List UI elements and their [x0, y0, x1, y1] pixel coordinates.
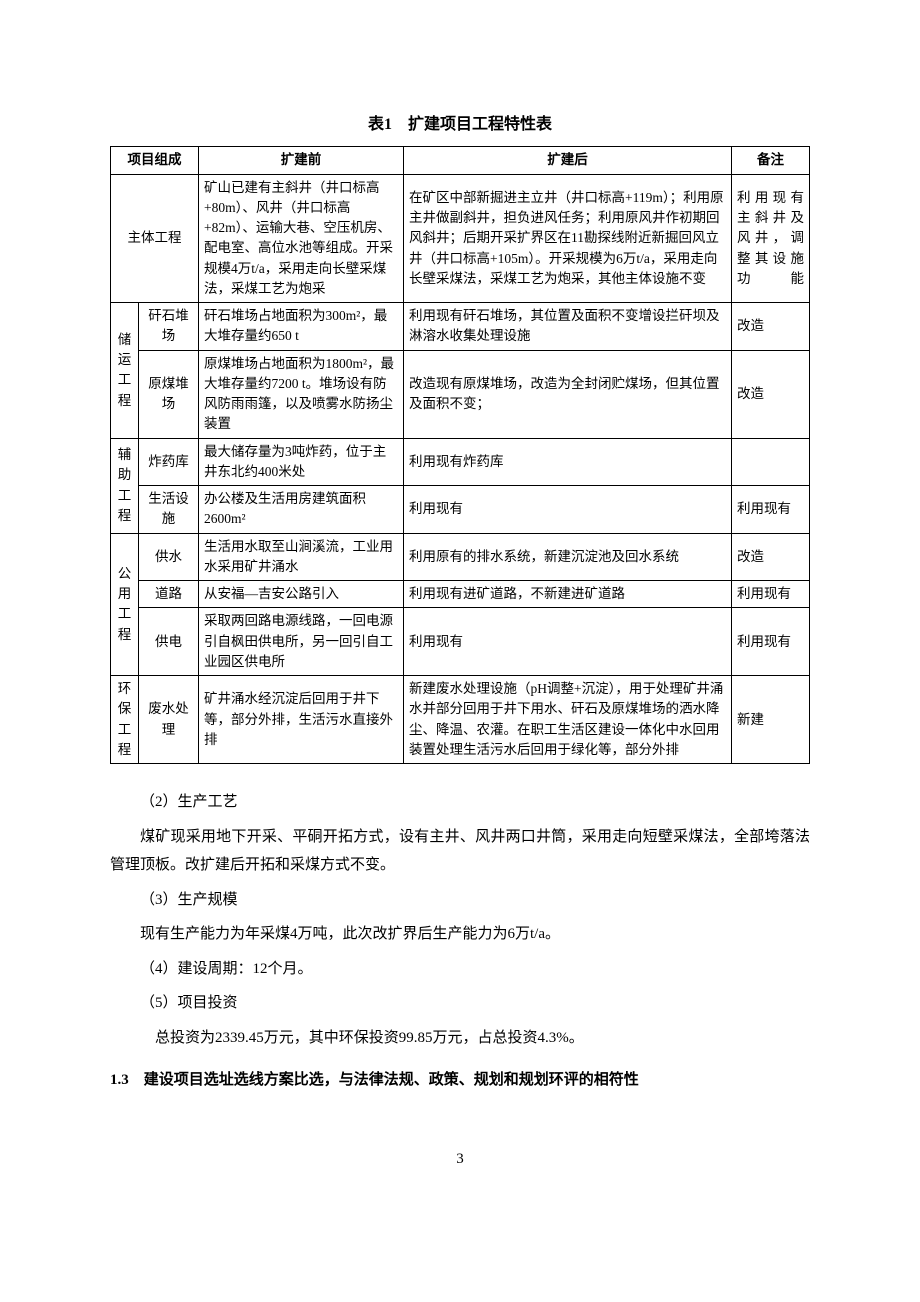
cell-remark: 改造 — [732, 533, 810, 581]
cell-before: 矿井涌水经沉淀后回用于井下等，部分外排，生活污水直接外排 — [199, 676, 404, 764]
cell-remark: 新建 — [732, 676, 810, 764]
cell-after: 利用现有炸药库 — [404, 438, 732, 486]
table-header-row: 项目组成 扩建前 扩建后 备注 — [111, 147, 810, 174]
cell-after: 利用现有 — [404, 486, 732, 534]
cell-group-env: 环保工程 — [111, 676, 139, 764]
cell-after: 在矿区中部新掘进主立井（井口标高+119m）；利用原主井做副斜井，担负进风任务；… — [404, 174, 732, 303]
para-text-2: 煤矿现采用地下开采、平硐开拓方式，设有主井、风井两口井筒，采用走向短壁采煤法，全… — [110, 823, 810, 880]
cell-after: 利用现有矸石堆场，其位置及面积不变增设拦矸坝及淋溶水收集处理设施 — [404, 303, 732, 351]
cell-before: 矸石堆场占地面积为300m²，最大堆存量约650 t — [199, 303, 404, 351]
cell-remark: 利用现有主斜井及风井，调整其设施功能 — [732, 174, 810, 303]
table-row: 生活设施 办公楼及生活用房建筑面积2600m² 利用现有 利用现有 — [111, 486, 810, 534]
cell-after: 改造现有原煤堆场，改造为全封闭贮煤场，但其位置及面积不变； — [404, 350, 732, 438]
cell-before: 办公楼及生活用房建筑面积2600m² — [199, 486, 404, 534]
para-text-5: 总投资为2339.45万元，其中环保投资99.85万元，占总投资4.3%。 — [110, 1024, 810, 1053]
cell-before: 原煤堆场占地面积为1800m²，最大堆存量约7200 t。堆场设有防风防雨雨篷，… — [199, 350, 404, 438]
table-row: 辅助工程 炸药库 最大储存量为3吨炸药，位于主井东北约400米处 利用现有炸药库 — [111, 438, 810, 486]
cell-remark: 利用现有 — [732, 608, 810, 676]
cell-name: 供电 — [139, 608, 199, 676]
table-row: 环保工程 废水处理 矿井涌水经沉淀后回用于井下等，部分外排，生活污水直接外排 新… — [111, 676, 810, 764]
cell-name: 废水处理 — [139, 676, 199, 764]
cell-after: 利用现有 — [404, 608, 732, 676]
cell-name: 生活设施 — [139, 486, 199, 534]
header-after: 扩建后 — [404, 147, 732, 174]
para-label-2: （2）生产工艺 — [110, 788, 810, 817]
cell-remark — [732, 438, 810, 486]
header-remark: 备注 — [732, 147, 810, 174]
table-title: 表1 扩建项目工程特性表 — [110, 110, 810, 140]
table-row: 供电 采取两回路电源线路，一回电源引自枫田供电所，另一回引自工业园区供电所 利用… — [111, 608, 810, 676]
cell-before: 生活用水取至山涧溪流，工业用水采用矿井涌水 — [199, 533, 404, 581]
page-number: 3 — [110, 1145, 810, 1174]
table-row: 储运工程 矸石堆场 矸石堆场占地面积为300m²，最大堆存量约650 t 利用现… — [111, 303, 810, 351]
para-label-3: （3）生产规模 — [110, 886, 810, 915]
cell-after: 新建废水处理设施（pH调整+沉淀），用于处理矿井涌水并部分回用于井下用水、矸石及… — [404, 676, 732, 764]
cell-after: 利用原有的排水系统，新建沉淀池及回水系统 — [404, 533, 732, 581]
cell-remark: 改造 — [732, 350, 810, 438]
cell-remark: 利用现有 — [732, 486, 810, 534]
cell-before: 采取两回路电源线路，一回电源引自枫田供电所，另一回引自工业园区供电所 — [199, 608, 404, 676]
cell-name: 原煤堆场 — [139, 350, 199, 438]
cell-remark: 利用现有 — [732, 581, 810, 608]
cell-group-aux: 辅助工程 — [111, 438, 139, 533]
cell-before: 从安福—吉安公路引入 — [199, 581, 404, 608]
cell-name: 道路 — [139, 581, 199, 608]
table-row: 原煤堆场 原煤堆场占地面积为1800m²，最大堆存量约7200 t。堆场设有防风… — [111, 350, 810, 438]
cell-remark: 改造 — [732, 303, 810, 351]
cell-main-project: 主体工程 — [111, 174, 199, 303]
para-label-5: （5）项目投资 — [110, 989, 810, 1018]
table-row: 公用工程 供水 生活用水取至山涧溪流，工业用水采用矿井涌水 利用原有的排水系统，… — [111, 533, 810, 581]
cell-before: 最大储存量为3吨炸药，位于主井东北约400米处 — [199, 438, 404, 486]
para-label-4: （4）建设周期：12个月。 — [110, 955, 810, 984]
header-before: 扩建前 — [199, 147, 404, 174]
table-row: 道路 从安福—吉安公路引入 利用现有进矿道路，不新建进矿道路 利用现有 — [111, 581, 810, 608]
cell-group-storage: 储运工程 — [111, 303, 139, 439]
header-project-composition: 项目组成 — [111, 147, 199, 174]
section-heading-1-3: 1.3 建设项目选址选线方案比选，与法律法规、政策、规划和规划环评的相符性 — [110, 1066, 810, 1095]
cell-name: 矸石堆场 — [139, 303, 199, 351]
cell-before: 矿山已建有主斜井（井口标高+80m）、风井（井口标高+82m）、运输大巷、空压机… — [199, 174, 404, 303]
cell-after: 利用现有进矿道路，不新建进矿道路 — [404, 581, 732, 608]
para-text-3: 现有生产能力为年采煤4万吨，此次改扩界后生产能力为6万t/a。 — [110, 920, 810, 949]
cell-name: 供水 — [139, 533, 199, 581]
table-row: 主体工程 矿山已建有主斜井（井口标高+80m）、风井（井口标高+82m）、运输大… — [111, 174, 810, 303]
project-characteristics-table: 项目组成 扩建前 扩建后 备注 主体工程 矿山已建有主斜井（井口标高+80m）、… — [110, 146, 810, 764]
cell-group-public: 公用工程 — [111, 533, 139, 676]
cell-name: 炸药库 — [139, 438, 199, 486]
